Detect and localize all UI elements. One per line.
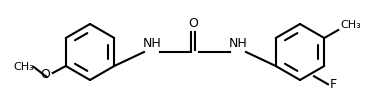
Text: CH₃: CH₃ (340, 20, 361, 30)
Text: CH₃: CH₃ (13, 62, 34, 72)
Text: O: O (40, 69, 50, 82)
Text: NH: NH (229, 37, 247, 50)
Text: F: F (330, 78, 337, 91)
Text: O: O (188, 17, 198, 30)
Text: NH: NH (143, 37, 162, 50)
